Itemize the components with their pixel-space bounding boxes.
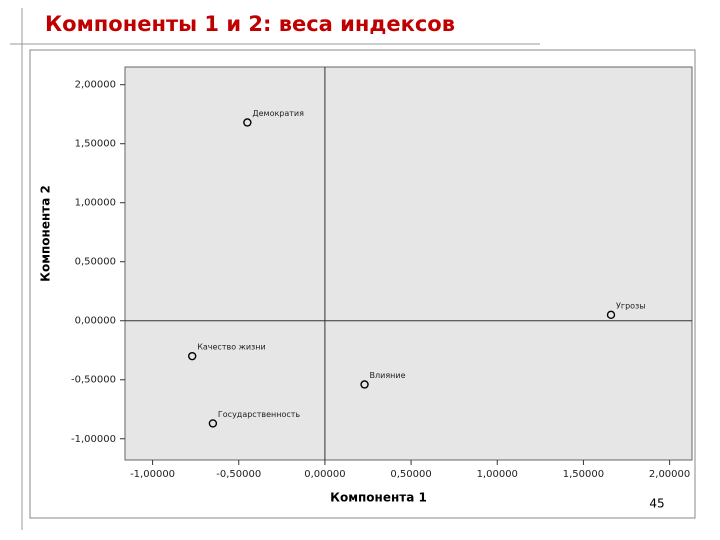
point — [188, 351, 197, 361]
point-label: Государственность — [218, 410, 301, 419]
x-tick-label: -0,50000 — [216, 469, 261, 480]
point — [606, 310, 616, 320]
plot-area — [124, 66, 693, 461]
x-tick-label: -1,00000 — [130, 469, 175, 480]
point-label: Качество жизни — [197, 343, 266, 352]
point-label: Угрозы — [616, 301, 646, 310]
point-label: Демократия — [252, 109, 304, 118]
point — [208, 419, 218, 428]
y-tick-label: 0,50000 — [75, 257, 116, 268]
y-tick-label: 2,00000 — [75, 80, 116, 91]
y-tick-label: 1,50000 — [75, 139, 116, 150]
slide-title: Компоненты 1 и 2: веса индексов — [45, 12, 455, 36]
page-number: 45 — [649, 497, 664, 511]
y-tick-label: 0,00000 — [75, 316, 116, 327]
y-tick-label: -0,50000 — [71, 375, 116, 386]
point — [360, 380, 369, 389]
y-tick-label: 1,00000 — [75, 198, 116, 209]
x-axis-label: Компонента 1 — [330, 491, 427, 505]
x-tick-label: 1,50000 — [563, 469, 604, 480]
point-label: Влияние — [370, 371, 406, 380]
x-tick-label: 0,50000 — [390, 469, 431, 480]
point — [243, 118, 252, 127]
chart-frame — [29, 49, 696, 519]
x-tick-label: 1,00000 — [477, 469, 518, 480]
y-tick-label: -1,00000 — [71, 434, 116, 445]
y-axis-label: Компонента 2 — [39, 185, 53, 282]
x-tick-label: 2,00000 — [649, 469, 690, 480]
x-tick-label: 0,00000 — [304, 469, 345, 480]
